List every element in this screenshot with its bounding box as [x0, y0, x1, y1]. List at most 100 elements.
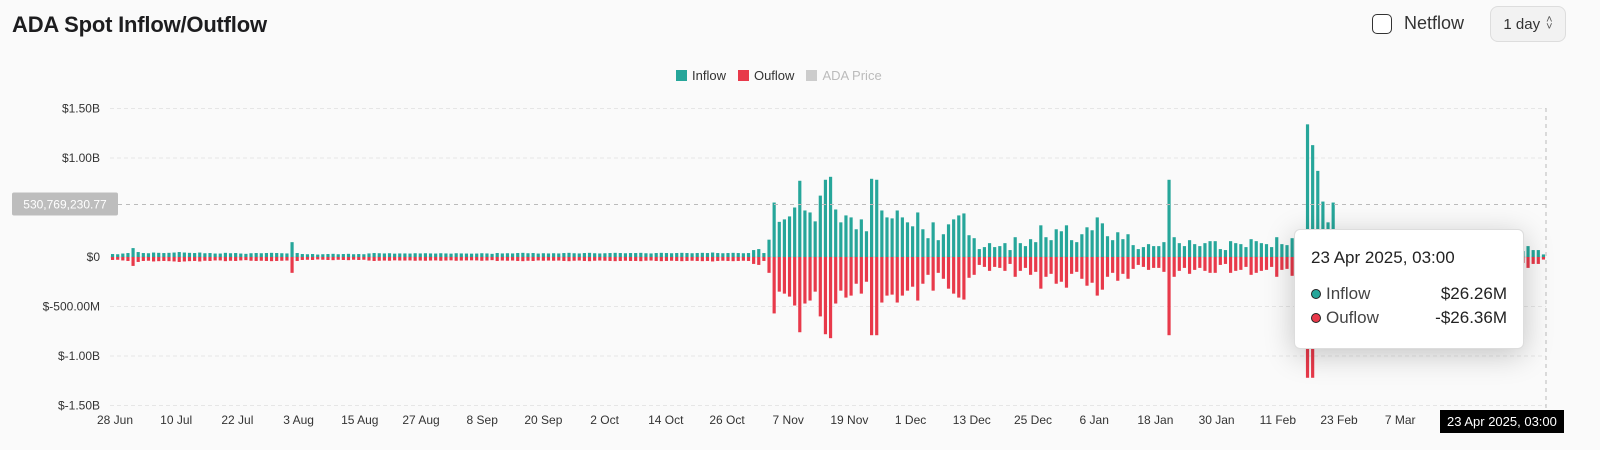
inflow-bar — [890, 218, 894, 257]
inflow-bar — [275, 253, 279, 257]
outflow-bar — [982, 257, 987, 267]
outflow-bar — [911, 257, 915, 287]
inflow-bar — [998, 246, 1002, 257]
inflow-bar — [1187, 240, 1192, 257]
outflow-bar — [593, 257, 597, 261]
inflow-bar — [987, 243, 992, 257]
outflow-bar — [1182, 257, 1187, 268]
outflow-bar — [618, 257, 622, 261]
outflow-bar — [1064, 257, 1069, 288]
inflow-bar — [793, 207, 797, 257]
outflow-bar — [269, 257, 274, 262]
inflow-bar — [680, 252, 684, 257]
outflow-bar — [972, 257, 976, 275]
inflow-bar — [1208, 241, 1212, 257]
inflow-bar — [777, 221, 781, 257]
inflow-bar — [875, 179, 879, 257]
inflow-bar — [1172, 237, 1176, 257]
inflow-bar — [326, 254, 330, 257]
outflow-bar — [644, 257, 648, 261]
legend-label-inflow: Inflow — [692, 68, 726, 83]
outflow-bar — [331, 257, 335, 261]
x-tick-label: 22 Jul — [221, 413, 253, 427]
outflow-bar — [777, 257, 781, 292]
outflow-bar — [218, 257, 222, 261]
inflow-bar — [280, 253, 284, 257]
outflow-bar — [823, 257, 828, 335]
inflow-bar — [541, 253, 545, 257]
outflow-bar — [793, 257, 797, 306]
inflow-bar — [1280, 244, 1284, 257]
inflow-bar — [500, 253, 504, 257]
inflow-bar — [1285, 245, 1289, 257]
inflow-bar — [146, 253, 151, 257]
outflow-bar — [1223, 257, 1228, 264]
outflow-bar — [921, 257, 925, 284]
outflow-bar — [290, 257, 294, 273]
inflow-bar — [295, 253, 299, 257]
legend-item-outflow[interactable]: Ouflow — [737, 68, 794, 83]
outflow-bar — [1280, 257, 1284, 270]
outflow-bar — [1028, 257, 1033, 275]
outflow-bar — [1136, 257, 1140, 265]
inflow-bar — [839, 222, 843, 257]
inflow-bar — [485, 253, 489, 257]
legend-item-ada-price[interactable]: ADA Price — [806, 68, 882, 83]
outflow-bar — [1162, 257, 1166, 272]
inflow-bar — [1059, 231, 1063, 257]
outflow-bar — [557, 257, 561, 261]
outflow-bar — [403, 257, 407, 261]
inflow-bar — [1290, 238, 1294, 257]
inflow-bar — [110, 254, 115, 257]
netflow-checkbox[interactable] — [1372, 13, 1392, 34]
x-tick-label: 15 Aug — [341, 413, 378, 427]
outflow-bar — [1131, 257, 1135, 269]
inflow-bar — [905, 222, 910, 257]
x-tick-label: 1 Dec — [895, 413, 926, 427]
outflow-bar — [393, 257, 397, 261]
outflow-bar — [1239, 257, 1243, 270]
outflow-bar — [700, 257, 704, 262]
x-tick-label: 13 Dec — [953, 413, 991, 427]
inflow-bar — [136, 252, 140, 257]
outflow-bar — [649, 257, 653, 261]
outflow-bar — [1059, 257, 1063, 282]
outflow-bar — [880, 257, 884, 303]
inflow-bar — [480, 253, 484, 257]
outflow-bar — [1023, 257, 1028, 268]
x-tick-label: 28 Jun — [97, 413, 133, 427]
inflow-bar — [1075, 242, 1079, 257]
outflow-bar — [1116, 257, 1120, 281]
outflow-bar — [1193, 257, 1197, 270]
outflow-bar — [608, 257, 612, 261]
inflow-bar — [310, 254, 315, 257]
inflow-bar — [782, 219, 786, 257]
inflow-bar — [916, 212, 920, 257]
inflow-bar — [741, 253, 745, 257]
outflow-bar — [1034, 257, 1038, 272]
inflow-bar — [705, 253, 710, 257]
x-tick-label: 25 Dec — [1014, 413, 1052, 427]
inflow-bar — [157, 252, 161, 257]
outflow-bar — [900, 257, 904, 296]
interval-select[interactable]: 1 day ˄ ˅ — [1490, 6, 1566, 42]
inflow-bar — [834, 209, 838, 257]
inflow-bar — [413, 253, 417, 257]
inflow-bar — [1239, 244, 1243, 257]
legend-item-inflow[interactable]: Inflow — [676, 68, 726, 83]
y-tick-label: $-1.50B — [58, 399, 100, 413]
inflow-bar — [531, 253, 535, 257]
inflow-bar — [716, 253, 720, 257]
inflow-bar — [346, 253, 351, 257]
y-tick-label: $-1.00B — [58, 349, 100, 363]
inflow-bar — [798, 180, 802, 257]
outflow-bar — [234, 257, 238, 261]
outflow-bar — [208, 257, 212, 261]
inflow-bar — [603, 253, 607, 257]
inflow-bar — [198, 252, 202, 257]
x-tick-label: 7 Nov — [773, 413, 804, 427]
x-tick-label: 2 Oct — [590, 413, 619, 427]
netflow-toggle[interactable]: Netflow — [1372, 13, 1464, 34]
x-tick-label: 3 Aug — [283, 413, 314, 427]
